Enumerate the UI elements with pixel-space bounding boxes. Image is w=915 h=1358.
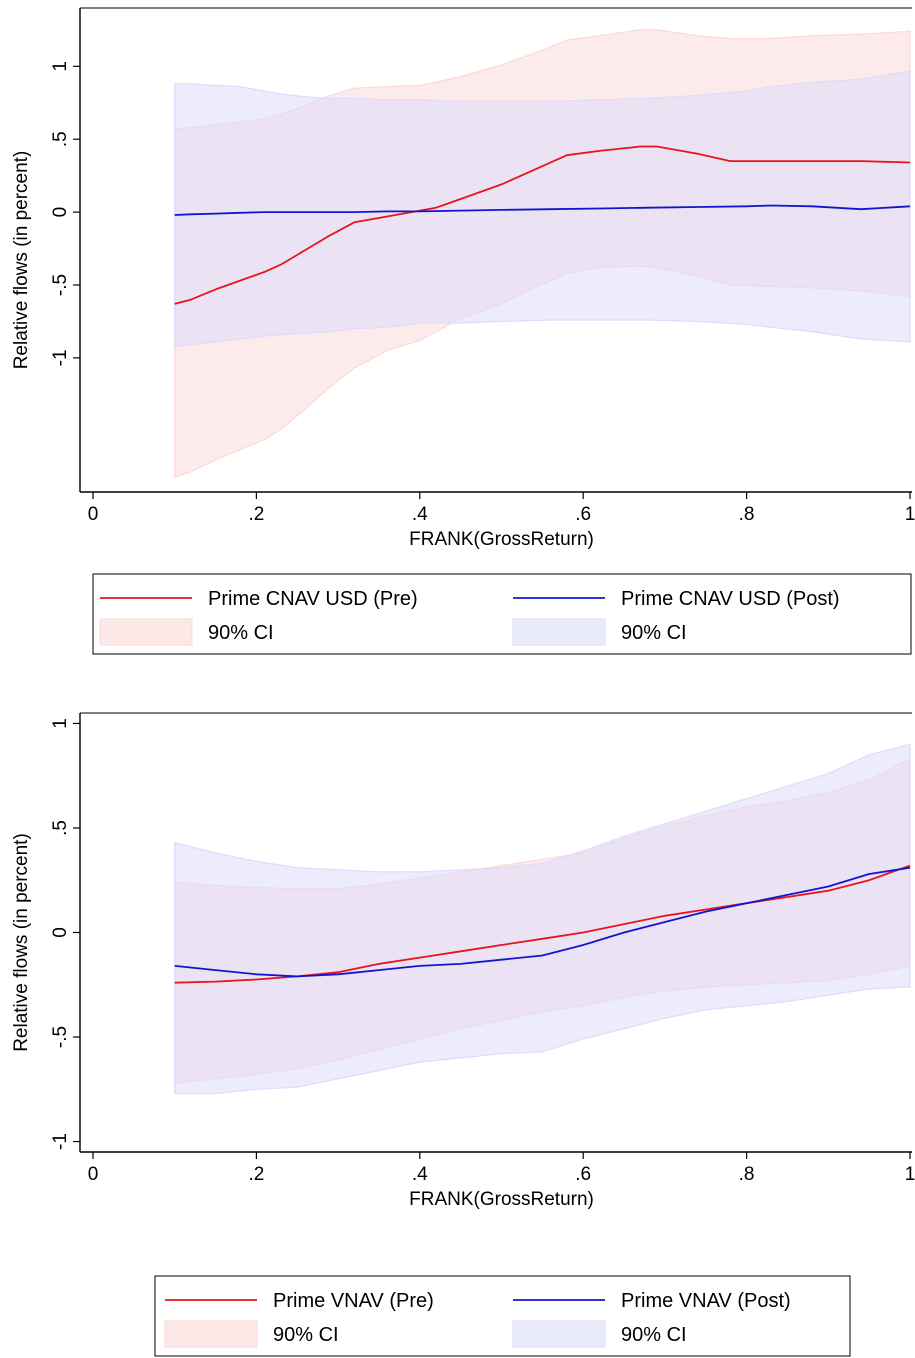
- y-tick-label: 0: [50, 207, 71, 218]
- legend-label-pre-ci: 90% CI: [273, 1324, 339, 1346]
- y-tick-label: 0: [50, 927, 71, 938]
- legend-cnav: Prime CNAV USD (Pre) Prime CNAV USD (Pos…: [92, 573, 912, 655]
- y-tick-label: -.5: [50, 274, 71, 296]
- legend-key-pre-ci: [99, 618, 193, 646]
- y-axis-label: Relative flows (in percent): [11, 151, 32, 370]
- chart-cnav: 0.2.4.6.8 1 -1-.50.51 FRANK(GrossReturn) …: [11, 7, 915, 655]
- plot-area-cnav: [174, 29, 911, 479]
- y-tick-label: -1: [50, 349, 71, 366]
- x-tick-label: .2: [248, 504, 264, 525]
- x-tick-label: .8: [739, 504, 755, 525]
- y-tick-label: 1: [50, 61, 71, 72]
- legend-key-pre-ci: [164, 1320, 258, 1348]
- legend-label-post-ci: 90% CI: [621, 622, 687, 644]
- legend-label-post: Prime VNAV (Post): [621, 1290, 791, 1312]
- legend-vnav: Prime VNAV (Pre) Prime VNAV (Post) 90% C…: [154, 1275, 851, 1357]
- x-tick-label: .8: [739, 1164, 755, 1185]
- x-ticks: 0 .2 .4 .6 .8 1: [88, 492, 915, 525]
- plot-area-vnav: [174, 743, 911, 1095]
- legend-label-pre: Prime CNAV USD (Pre): [208, 588, 418, 610]
- x-tick-label: .6: [575, 1164, 591, 1185]
- y-ticks: -1 -.5 0 .5 1: [50, 718, 80, 1150]
- x-axis-label: FRANK(GrossReturn): [409, 529, 594, 550]
- series-line-pre: [174, 145, 911, 305]
- legend-frame: [154, 1275, 851, 1357]
- legend-label-pre-ci: 90% CI: [208, 622, 274, 644]
- x-axis-label: FRANK(GrossReturn): [409, 1189, 594, 1210]
- x-tick-label: .2: [248, 1164, 264, 1185]
- y-ticks: -1 -.5 0 .5 1: [50, 61, 80, 366]
- x-tick-label: .4: [412, 1164, 428, 1185]
- series-line-post: [174, 204, 911, 216]
- legend-key-post-ci: [512, 618, 606, 646]
- y-tick-label: .5: [50, 820, 71, 836]
- legend-key-post-ci: [512, 1320, 606, 1348]
- x-tick-label: 1: [905, 1164, 915, 1185]
- y-axis-label: Relative flows (in percent): [11, 833, 32, 1052]
- y-tick-label: -.5: [50, 1026, 71, 1048]
- x-tick-label: 0: [88, 504, 99, 525]
- x-tick-label: .6: [575, 504, 591, 525]
- legend-frame: [92, 573, 912, 655]
- x-ticks: 0 .2 .4 .6 .8 1: [88, 1152, 915, 1185]
- x-tick-label: 1: [905, 504, 915, 525]
- legend-label-post-ci: 90% CI: [621, 1324, 687, 1346]
- series-line-post: [174, 866, 911, 978]
- legend-label-pre: Prime VNAV (Pre): [273, 1290, 434, 1312]
- y-tick-label: -1: [50, 1133, 71, 1150]
- ci-band-post: [174, 743, 911, 1095]
- y-tick-label: .5: [50, 131, 71, 147]
- y-tick-label: 1: [50, 718, 71, 729]
- x-tick-label: 0: [88, 1164, 99, 1185]
- chart-vnav: 0.2.4.6.8 1 -1-.50.51 FRANK(GrossReturn) …: [11, 712, 915, 1357]
- x-tick-label: .4: [412, 504, 428, 525]
- legend-label-post: Prime CNAV USD (Post): [621, 588, 840, 610]
